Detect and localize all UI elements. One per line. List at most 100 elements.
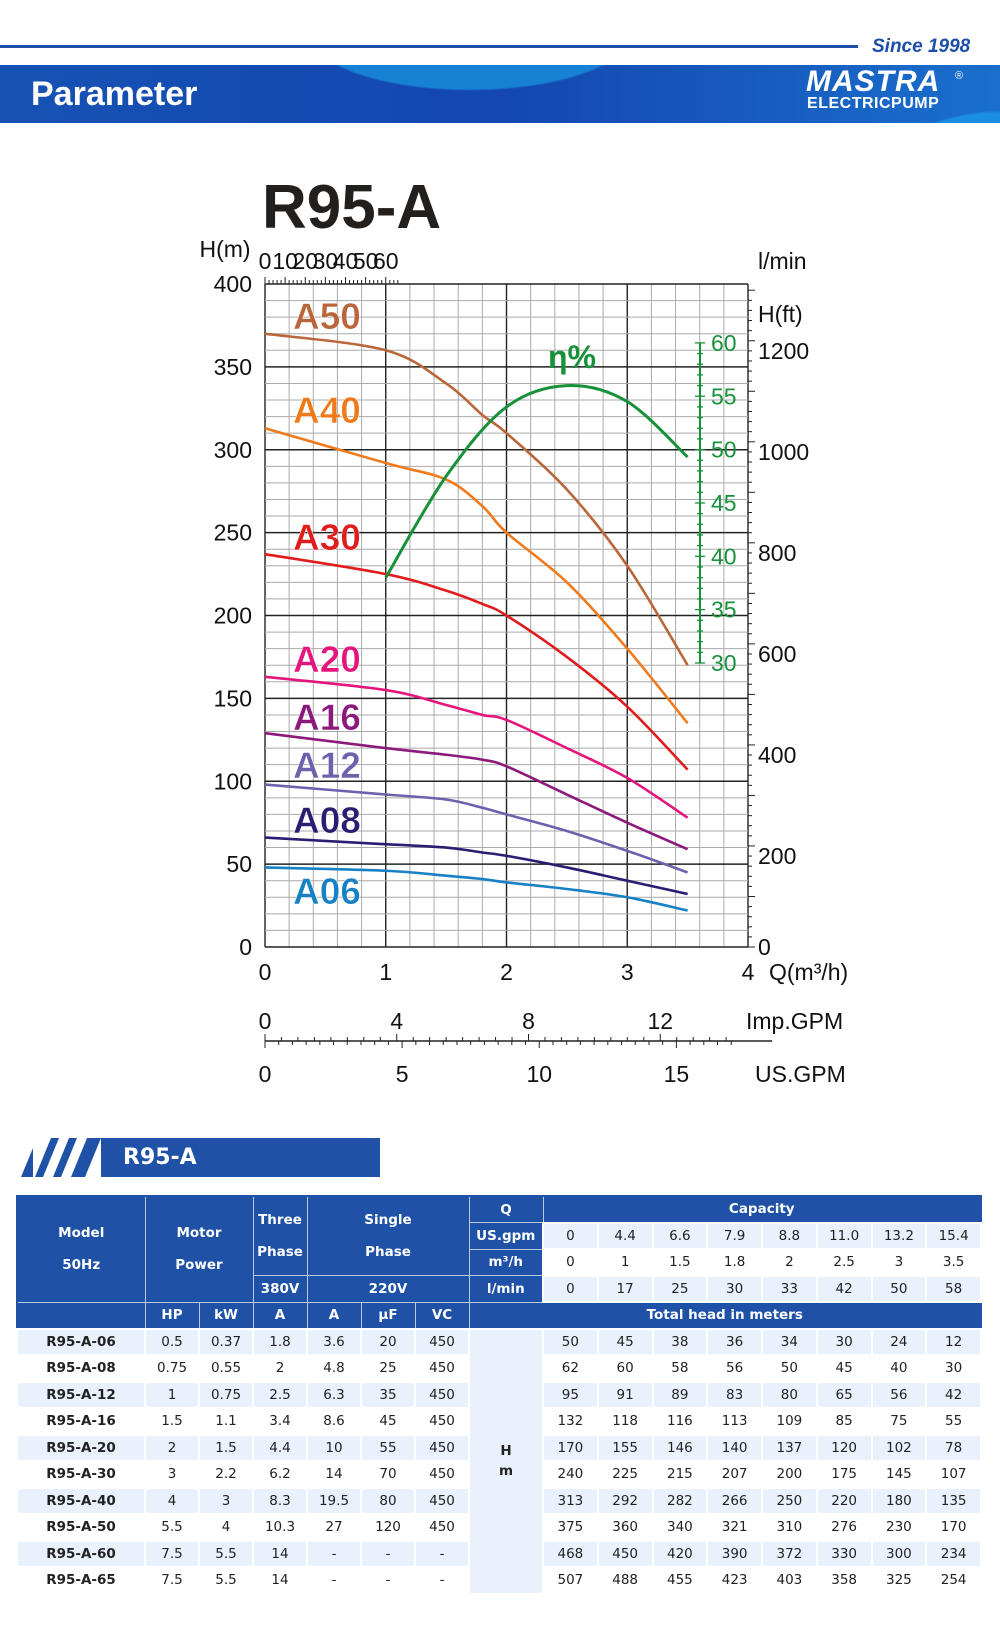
us-gpm-tick-label: 10 [526, 1061, 552, 1087]
since-text: Since 1998 [872, 36, 971, 57]
a1-cell: 4.8 [306, 1354, 362, 1383]
head-value-cell: 62 [542, 1354, 599, 1383]
right-tick-label: 400 [758, 742, 796, 768]
head-value-cell: 292 [596, 1486, 654, 1515]
head-value-cell: 250 [761, 1486, 818, 1515]
header-220v: 220V [306, 1275, 470, 1303]
logo-subtitle: ELECTRICPUMP [807, 95, 940, 112]
a1-cell: 14 [306, 1460, 362, 1489]
kw-cell: 0.37 [198, 1327, 254, 1356]
capacity-usgpm-cell: 15.4 [925, 1221, 982, 1250]
y-tick-label: 100 [214, 768, 252, 794]
header-three-phase: Three Phase [252, 1195, 308, 1276]
model-cell: R95-A-12 [16, 1380, 146, 1409]
a1-cell: - [306, 1539, 362, 1568]
y-tick-label: 0 [239, 934, 252, 960]
head-value-cell: 83 [706, 1380, 763, 1409]
head-value-cell: 358 [815, 1566, 873, 1595]
hp-cell: 3 [144, 1460, 200, 1489]
head-value-cell: 468 [542, 1539, 599, 1568]
a1-cell: - [306, 1566, 362, 1595]
uf-cell: 70 [360, 1460, 416, 1489]
header-uf: µF [360, 1301, 416, 1329]
header-q: Q [468, 1195, 544, 1223]
head-value-cell: 340 [651, 1513, 709, 1542]
curve-a16 [264, 731, 689, 851]
section-header: R95-A [21, 1138, 380, 1177]
head-value-cell: 240 [542, 1460, 599, 1489]
head-value-cell: 56 [870, 1380, 928, 1409]
head-value-cell: 91 [596, 1380, 654, 1409]
capacity-m3h-cell: 2.5 [815, 1248, 873, 1277]
capacity-m3h-cell: 0 [542, 1248, 599, 1277]
efficiency-tick-label: 60 [711, 330, 737, 356]
head-value-cell: 146 [651, 1433, 709, 1462]
vc-cell: 450 [414, 1460, 470, 1489]
head-value-cell: 225 [596, 1460, 654, 1489]
y-tick-label: 50 [226, 851, 252, 877]
kw-cell: 4 [198, 1513, 254, 1542]
model-cell: R95-A-20 [16, 1433, 146, 1462]
head-value-cell: 140 [706, 1433, 763, 1462]
head-value-cell: 390 [706, 1539, 763, 1568]
header-single-phase: Single Phase [306, 1195, 470, 1276]
head-value-cell: 58 [651, 1354, 709, 1383]
hp-cell: 1 [144, 1380, 200, 1409]
capacity-m3h-cell: 2 [761, 1248, 818, 1277]
head-value-cell: 132 [542, 1407, 599, 1436]
a3-cell: 2.5 [252, 1380, 308, 1409]
vc-cell: 450 [414, 1433, 470, 1462]
efficiency-tick-label: 50 [711, 437, 737, 463]
uf-cell: 20 [360, 1327, 416, 1356]
head-value-cell: 300 [870, 1539, 928, 1568]
head-value-cell: 120 [815, 1433, 873, 1462]
efficiency-tick-label: 30 [711, 650, 737, 676]
a1-cell: 27 [306, 1513, 362, 1542]
head-value-cell: 78 [925, 1433, 982, 1462]
header-motor-power: Motor Power [144, 1195, 254, 1303]
header-kw: kW [198, 1301, 254, 1329]
head-value-cell: 155 [596, 1433, 654, 1462]
header-m3h: m³/h [468, 1248, 544, 1276]
head-value-cell: 450 [596, 1539, 654, 1568]
curve-a30 [264, 552, 689, 771]
stripes-icon [21, 1138, 101, 1177]
table-row: R95-A-16 1.5 1.1 3.4 8.6 45 450 132 118 116 113 109… [16, 1407, 982, 1436]
head-value-cell: 34 [761, 1327, 818, 1356]
curve-a40 [264, 426, 689, 725]
us-gpm-label: US.GPM [755, 1061, 846, 1087]
curve-a20 [264, 675, 689, 819]
header-single-phase-a: A [306, 1301, 362, 1329]
hp-cell: 5.5 [144, 1513, 200, 1542]
model-cell: R95-A-50 [16, 1513, 146, 1542]
a3-cell: 3.4 [252, 1407, 308, 1436]
hp-cell: 0.5 [144, 1327, 200, 1356]
efficiency-tick-label: 55 [711, 383, 737, 409]
header-model: Model 50Hz [16, 1195, 146, 1303]
uf-cell: 25 [360, 1354, 416, 1383]
a3-cell: 8.3 [252, 1486, 308, 1515]
head-value-cell: 175 [815, 1460, 873, 1489]
head-value-cell: 360 [596, 1513, 654, 1542]
x-tick-label: 3 [621, 959, 634, 985]
model-cell: R95-A-40 [16, 1486, 146, 1515]
head-value-cell: 56 [706, 1354, 763, 1383]
a3-cell: 14 [252, 1539, 308, 1568]
head-value-cell: 313 [542, 1486, 599, 1515]
hp-cell: 4 [144, 1486, 200, 1515]
head-value-cell: 38 [651, 1327, 709, 1356]
curve-label-a08: A08 [293, 800, 361, 841]
capacity-usgpm-cell: 4.4 [596, 1221, 654, 1250]
head-value-cell: 207 [706, 1460, 763, 1489]
brand-logo: MASTRA ELECTRICPUMP [806, 67, 940, 112]
table-row: R95-A-65 7.5 5.5 14- - -507 488 455 423 403 358 325… [16, 1566, 982, 1595]
y-tick-label: 300 [214, 437, 252, 463]
head-value-cell: 42 [925, 1380, 982, 1409]
a1-cell: 19.5 [306, 1486, 362, 1515]
efficiency-label: η% [548, 339, 596, 375]
head-value-cell: 109 [761, 1407, 818, 1436]
registered-mark: ® [955, 70, 964, 82]
kw-cell: 0.55 [198, 1354, 254, 1383]
right-tick-label: 1000 [758, 439, 809, 465]
